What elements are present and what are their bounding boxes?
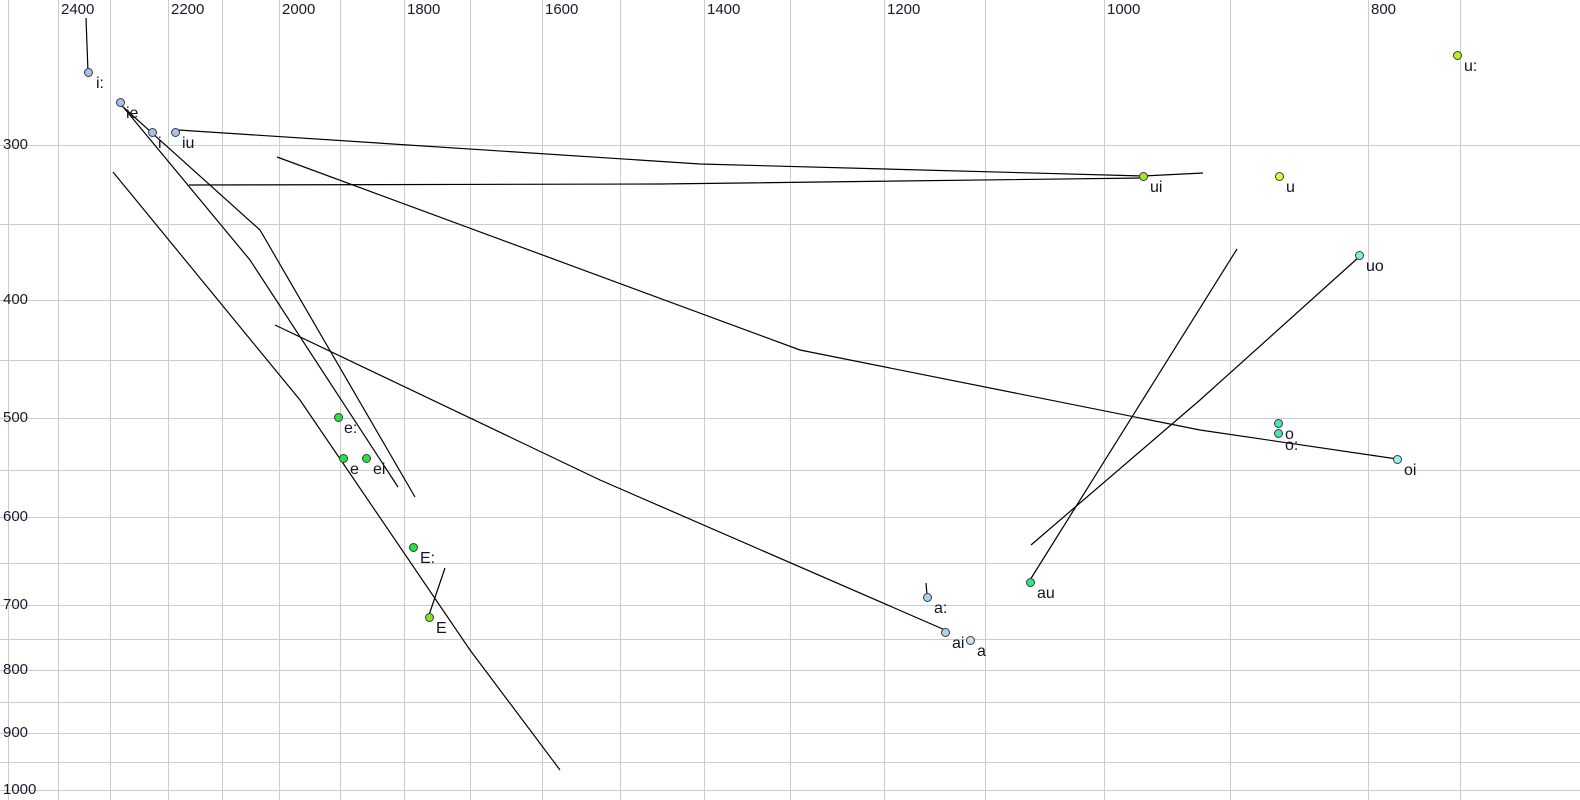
y-axis-tick-label: 600 — [3, 508, 29, 525]
vowel-point-marker[interactable] — [424, 612, 434, 622]
x-axis-tick-label: 1600 — [545, 1, 579, 18]
y-axis-tick-label: 700 — [3, 596, 29, 613]
trajectory-line — [276, 156, 1398, 460]
vowel-point-marker[interactable] — [1273, 418, 1283, 428]
vowel-point-marker[interactable] — [333, 412, 343, 422]
major-vertical-gridlines — [58, 0, 1369, 800]
vowel-point-marker[interactable] — [1354, 250, 1364, 260]
trajectory-line — [274, 324, 946, 631]
x-axis-tick-label: 2000 — [282, 1, 316, 18]
vowel-point-marker[interactable] — [408, 542, 418, 552]
trajectory-line — [428, 567, 446, 616]
y-axis-tick-label: 400 — [3, 291, 29, 308]
trajectory-line — [121, 105, 416, 498]
trajectory-line — [85, 17, 89, 73]
x-axis-tick-label: 1200 — [887, 1, 921, 18]
vowel-point-marker[interactable] — [922, 592, 932, 602]
trajectory-line — [123, 107, 399, 488]
major-horizontal-gridlines — [0, 145, 1580, 791]
x-axis-tick-label: 2400 — [61, 1, 95, 18]
vowel-point-marker[interactable] — [338, 453, 348, 463]
x-axis-tick-label: 1000 — [1107, 1, 1141, 18]
y-axis-tick-label: 500 — [3, 409, 29, 426]
vowel-point-marker[interactable] — [361, 453, 371, 463]
vowel-point-marker[interactable] — [1392, 454, 1402, 464]
y-axis-tick-label: 800 — [3, 661, 29, 678]
minor-horizontal-gridlines — [0, 224, 1580, 763]
x-axis-tick-label: 1800 — [407, 1, 441, 18]
y-axis-tick-label: 300 — [3, 136, 29, 153]
vowel-point-marker[interactable] — [940, 627, 950, 637]
vowel-point-marker[interactable] — [115, 97, 125, 107]
vowel-trajectory-lines — [85, 17, 1398, 771]
trajectory-line — [1029, 248, 1238, 581]
trajectory-line — [112, 171, 561, 771]
vowel-point-marker[interactable] — [1273, 428, 1283, 438]
vowel-point-marker[interactable] — [965, 635, 975, 645]
x-axis-tick-label: 1400 — [707, 1, 741, 18]
y-axis-tick-label: 1000 — [3, 781, 37, 798]
vowel-point-marker[interactable] — [1138, 171, 1148, 181]
vowel-point-marker[interactable] — [1452, 50, 1462, 60]
trajectory-line — [1030, 256, 1360, 546]
minor-vertical-gridlines — [8, 0, 1461, 800]
vowel-point-marker[interactable] — [1274, 171, 1284, 181]
trajectory-line — [188, 177, 1144, 186]
x-axis-tick-label: 800 — [1371, 1, 1397, 18]
vowel-point-marker[interactable] — [1025, 577, 1035, 587]
x-axis-tick-label: 2200 — [171, 1, 205, 18]
y-axis-tick-label: 900 — [3, 724, 29, 741]
vowel-point-marker[interactable] — [83, 67, 93, 77]
vowel-point-marker[interactable] — [147, 127, 157, 137]
trajectory-line — [177, 129, 1204, 177]
vowel-point-marker[interactable] — [170, 127, 180, 137]
